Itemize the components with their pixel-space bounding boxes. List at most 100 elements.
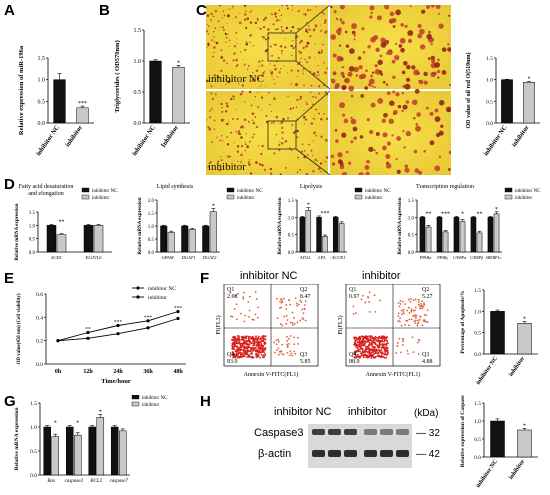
- lipid-droplet: [305, 29, 308, 33]
- lipid-droplet: [241, 145, 244, 148]
- lipid-droplet: [400, 23, 404, 27]
- lipid-droplet: [368, 83, 372, 87]
- lipid-droplet: [411, 65, 416, 70]
- scatter-point: [232, 341, 235, 344]
- lipid-droplet: [214, 93, 217, 96]
- lipid-droplet: [271, 13, 273, 16]
- legend-label: inhibitor: [142, 403, 160, 408]
- lipid-droplet: [281, 4, 284, 7]
- scatter-point: [383, 353, 386, 356]
- lipid-droplet: [315, 96, 317, 99]
- scatter-point: [352, 305, 355, 308]
- panel-letter-h: H: [200, 393, 211, 410]
- scatter-point: [247, 337, 250, 340]
- scatter-point: [263, 354, 266, 357]
- bar: [487, 217, 494, 253]
- scatter-point: [277, 347, 280, 350]
- scatter-point: [419, 305, 421, 307]
- lipid-droplet: [399, 37, 406, 44]
- y-tick-label: 0.5: [486, 99, 493, 105]
- lipid-droplet: [273, 43, 275, 45]
- lipid-droplet: [324, 71, 327, 74]
- lipid-droplet: [394, 54, 400, 61]
- lipid-droplet: [420, 9, 426, 14]
- lipid-droplet: [360, 73, 367, 79]
- lipid-droplet: [353, 38, 356, 41]
- legend-label: inhibitor: [365, 196, 383, 201]
- lipid-droplet: [364, 86, 369, 90]
- lipid-droplet: [248, 163, 251, 166]
- scatter-point: [229, 291, 232, 294]
- lipid-droplet: [254, 116, 257, 119]
- bar: [490, 311, 505, 355]
- legend-marker: [136, 295, 140, 299]
- lipid-droplet: [290, 30, 293, 33]
- scatter-point: [304, 300, 307, 303]
- actin-band: [344, 450, 357, 457]
- bar: [167, 232, 175, 253]
- scatter-point: [408, 298, 410, 301]
- significance-label: **: [85, 327, 91, 333]
- scatter-point: [373, 346, 375, 349]
- flow-x-label: Annexin V-FITC(FL1): [366, 371, 421, 378]
- scatter-point: [286, 319, 289, 321]
- lipid-droplet: [281, 137, 284, 140]
- lipid-droplet: [236, 38, 238, 40]
- x-tick-label: Bax: [47, 479, 56, 484]
- lipid-droplet: [377, 98, 384, 104]
- scatter-point: [398, 305, 401, 308]
- significance-label: ***: [114, 320, 123, 326]
- lipid-droplet: [209, 116, 212, 119]
- lipid-droplet: [259, 163, 262, 166]
- lipid-droplet: [214, 78, 217, 80]
- lipid-droplet: [244, 101, 246, 103]
- lipid-droplet: [211, 141, 213, 143]
- lipid-droplet: [312, 28, 316, 32]
- legend-swatch: [354, 194, 363, 200]
- scatter-point: [367, 346, 369, 349]
- lipid-droplet: [342, 75, 345, 78]
- bar: [436, 217, 443, 253]
- scatter-point: [299, 299, 302, 302]
- lipid-droplet: [291, 149, 293, 152]
- lipid-droplet: [296, 136, 299, 139]
- lipid-droplet: [291, 9, 293, 11]
- lipid-droplet: [324, 91, 327, 94]
- scatter-point: [283, 315, 286, 318]
- scatter-point: [360, 347, 362, 350]
- lipid-droplet: [258, 27, 260, 29]
- lipid-droplet: [405, 77, 411, 82]
- lipid-droplet: [375, 151, 379, 155]
- lipid-droplet: [306, 8, 310, 12]
- scatter-point: [290, 352, 293, 355]
- panel-letter-d: D: [4, 176, 15, 193]
- scatter-point: [254, 291, 257, 293]
- scatter-point: [426, 309, 429, 312]
- scatter-point: [291, 324, 294, 326]
- lipid-droplet: [306, 41, 310, 45]
- panel-letter-a: A: [4, 2, 15, 19]
- scatter-point: [397, 315, 400, 317]
- lipid-droplet: [213, 46, 216, 49]
- lipid-droplet: [222, 26, 224, 29]
- lipid-droplet: [257, 92, 259, 94]
- quadrant-value: 5.27: [422, 294, 433, 300]
- lipid-droplet: [330, 154, 335, 159]
- lipid-droplet: [370, 74, 373, 78]
- bar: [209, 211, 217, 253]
- lipid-droplet: [225, 33, 228, 36]
- lipid-droplet: [350, 116, 353, 120]
- bar: [299, 217, 306, 253]
- lipid-droplet: [241, 84, 244, 87]
- scatter-point: [371, 341, 374, 343]
- lipid-droplet: [220, 69, 223, 72]
- data-point: [176, 316, 180, 321]
- lipid-droplet: [262, 25, 266, 29]
- scatter-point: [362, 294, 364, 297]
- y-tick-label: 1.5: [408, 199, 415, 204]
- scatter-point: [257, 338, 260, 340]
- lipid-droplet: [297, 82, 299, 84]
- scatter-point: [231, 347, 234, 350]
- lipid-droplet: [429, 111, 434, 116]
- bar: [459, 221, 466, 253]
